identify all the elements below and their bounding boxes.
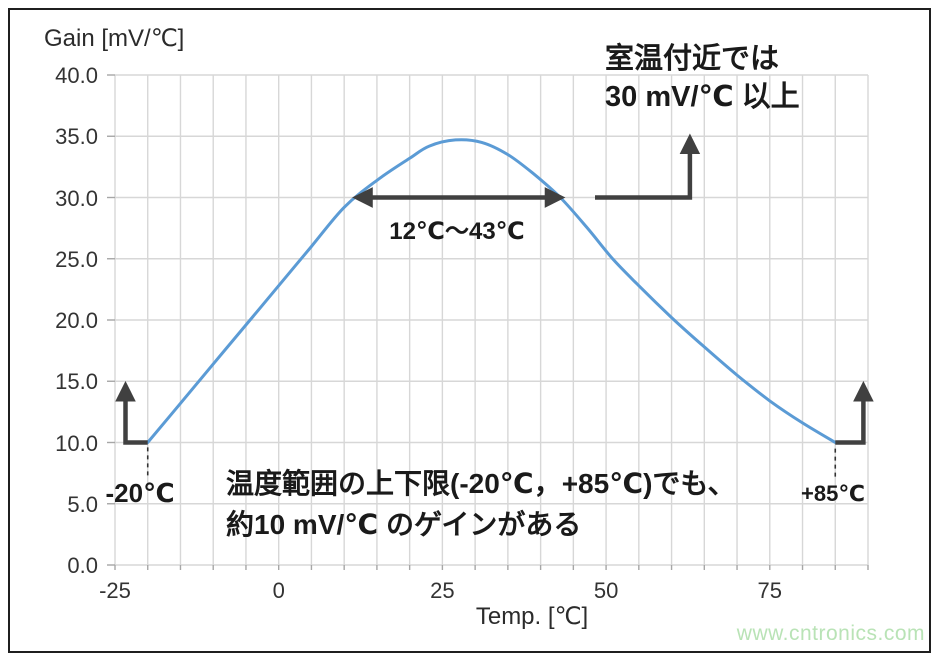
annotation-high-temp-label: +85℃ — [801, 481, 865, 506]
x-tick-label: -25 — [99, 578, 131, 603]
gridlines — [114, 74, 869, 566]
y-tick-label: 40.0 — [55, 63, 98, 88]
y-tick-label: 20.0 — [55, 308, 98, 333]
x-tick-label: 0 — [272, 578, 285, 603]
room-temp-bend-arrow — [595, 133, 701, 200]
high-end-up-arrow — [835, 380, 874, 445]
y-axis-title: Gain [mV/℃] — [44, 25, 185, 52]
y-tick-label: 15.0 — [55, 369, 98, 395]
gain-curve-path — [146, 138, 837, 444]
annotation-room-temp-line1: 室温付近では — [605, 43, 780, 75]
annotation-bottom-line2: 約10 mV/℃ のゲインがある — [226, 509, 582, 540]
annotation-room-temp: 室温付近では 30 mV/℃ 以上 — [605, 40, 800, 116]
gain-curve — [146, 138, 837, 444]
x-axis-title: Temp. [℃] — [475, 603, 589, 630]
x-tick-label: 75 — [757, 578, 783, 603]
annotation-bottom-text: 温度範囲の上下限(-20℃，+85℃)でも、 約10 mV/℃ のゲインがある — [226, 463, 736, 545]
annotation-arrows — [115, 133, 874, 480]
image-border — [8, 8, 931, 653]
y-tick-label: 35.0 — [55, 124, 98, 150]
annotation-low-temp-label: -20℃ — [105, 478, 175, 508]
y-tick-label: 5.0 — [67, 491, 98, 517]
y-tick-label: 25.0 — [55, 246, 98, 272]
annotation-bottom-line1: 温度範囲の上下限(-20℃，+85℃)でも、 — [226, 468, 736, 499]
annotation-room-temp-line2: 30 mV/℃ 以上 — [605, 81, 800, 113]
x-tick-label: 50 — [593, 578, 619, 603]
annotation-range-label: 12℃～43℃ — [389, 218, 525, 245]
y-tick-label: 0.0 — [67, 553, 98, 578]
y-tick-label: 30.0 — [55, 185, 98, 211]
x-tick-label: 25 — [430, 578, 455, 603]
y-tick-label: 10.0 — [55, 430, 98, 456]
low-end-up-arrow — [115, 380, 148, 445]
watermark-text: www.cntronics.com — [736, 622, 925, 645]
axis-tick-marks — [107, 74, 869, 570]
